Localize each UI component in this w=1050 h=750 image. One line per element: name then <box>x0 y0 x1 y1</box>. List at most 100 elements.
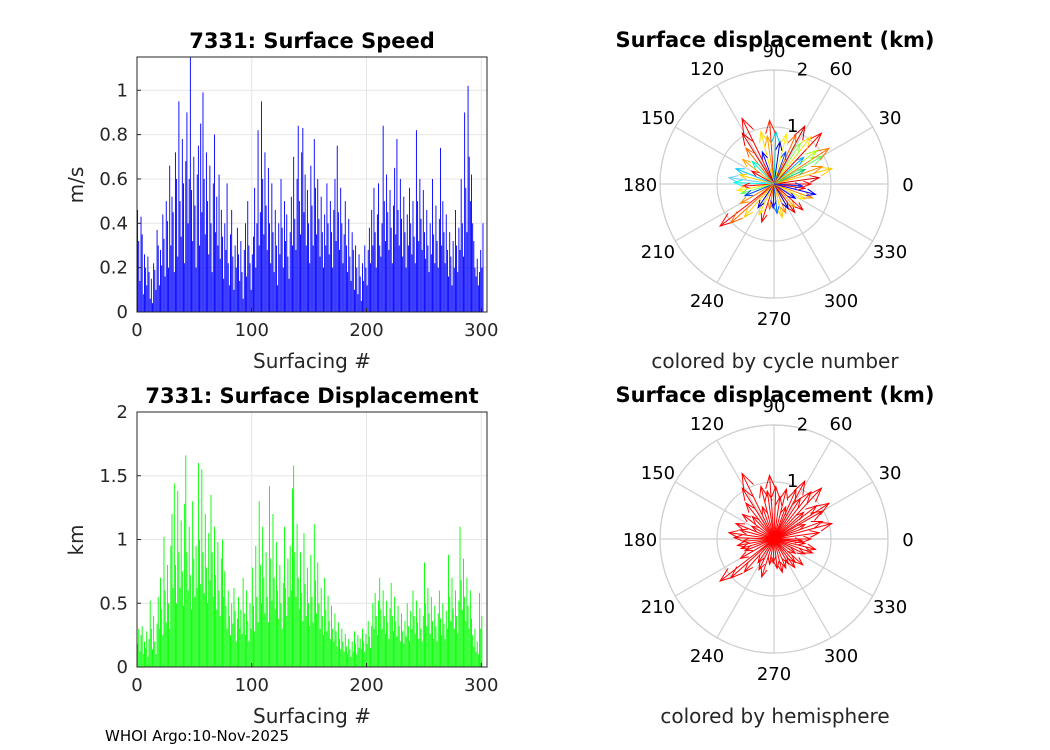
bar <box>399 178 401 312</box>
x-tick-label: 100 <box>235 675 269 696</box>
bar <box>357 294 359 312</box>
polar-spoke <box>716 538 775 639</box>
angle-label: 330 <box>873 597 907 618</box>
displacement-arrow-shaft <box>741 487 775 540</box>
displacement-arrow-shaft <box>742 514 775 540</box>
displacement-arrow-shaft <box>773 486 777 540</box>
bar <box>306 190 308 312</box>
bar <box>410 610 412 667</box>
polar-cycle-title: Surface displacement (km) <box>615 28 934 52</box>
bar <box>331 605 332 667</box>
bar <box>341 223 343 312</box>
bar <box>313 524 315 667</box>
displacement-arrow-head <box>777 209 784 219</box>
bar <box>139 651 141 667</box>
bar <box>177 256 179 312</box>
displacement-arrow-head <box>787 546 797 555</box>
bar <box>461 223 463 312</box>
displacement-arrow-head <box>807 487 823 503</box>
displacement-arrow-head <box>741 487 753 502</box>
angle-label: 240 <box>690 646 724 667</box>
bar <box>155 654 157 667</box>
bar <box>333 210 335 312</box>
displacement-arrow-shaft <box>730 183 775 224</box>
bar <box>249 263 251 312</box>
bar <box>410 223 412 312</box>
bar <box>197 145 199 312</box>
polar-hemisphere-caption: colored by hemisphere <box>660 704 889 728</box>
bar <box>351 641 353 667</box>
bar <box>195 545 197 667</box>
bar <box>427 587 429 667</box>
x-tick-label: 100 <box>235 320 269 341</box>
angle-label: 330 <box>873 242 907 263</box>
bar <box>208 254 210 312</box>
bar <box>383 616 385 667</box>
displacement-arrow-shaft <box>758 538 775 570</box>
displacement-arrow-shaft <box>761 151 775 185</box>
bar <box>256 223 258 312</box>
displacement-arrow-head <box>775 140 783 151</box>
bar <box>436 241 438 312</box>
polar-spoke <box>716 84 775 185</box>
bar <box>343 234 345 312</box>
bar <box>442 603 444 667</box>
bar <box>287 558 289 667</box>
bar <box>309 626 311 667</box>
bar <box>415 600 417 667</box>
bar <box>424 232 425 312</box>
bar <box>434 605 436 667</box>
bar <box>246 276 248 312</box>
displacement-arrow-head <box>787 133 797 147</box>
bar <box>441 245 443 312</box>
bar <box>355 245 357 312</box>
bar <box>349 256 351 312</box>
bar <box>240 241 242 312</box>
bar <box>154 269 156 312</box>
bar <box>208 533 210 667</box>
bar <box>185 455 187 667</box>
bar <box>417 201 419 312</box>
bar <box>304 174 306 312</box>
displacement-arrow-shaft <box>773 505 817 540</box>
bar <box>406 603 408 667</box>
bar <box>205 567 207 667</box>
bar <box>381 628 383 667</box>
x-tick-label: 300 <box>464 675 498 696</box>
bar <box>435 626 437 667</box>
displacement-arrow-shaft <box>740 538 775 549</box>
displacement-arrow-head <box>799 490 812 505</box>
bar <box>238 254 240 312</box>
bar <box>430 596 432 667</box>
bar <box>474 628 476 667</box>
displacement-arrow-head <box>795 511 805 521</box>
bar <box>165 622 167 667</box>
bar <box>279 565 281 667</box>
bar <box>257 130 259 312</box>
bar <box>337 212 339 312</box>
bar <box>269 485 270 667</box>
displacement-arrow-head <box>765 473 776 489</box>
bar <box>368 227 370 312</box>
bar <box>360 649 362 667</box>
displacement-arrow-shaft <box>744 183 775 197</box>
bar <box>420 218 422 312</box>
bar <box>217 542 219 667</box>
displacement-arrow-shaft <box>737 538 775 546</box>
displacement-arrow-shaft <box>742 159 775 185</box>
bar <box>370 263 371 312</box>
bar <box>236 618 238 667</box>
bar <box>335 631 337 667</box>
bar <box>473 646 475 667</box>
radius-label: 2 <box>797 415 808 436</box>
bar <box>396 139 398 312</box>
bar <box>249 603 251 667</box>
bar <box>343 651 345 667</box>
bar <box>228 285 230 312</box>
bar <box>153 263 155 312</box>
bar <box>414 633 416 667</box>
y-tick-label: 1.5 <box>99 466 128 487</box>
bar <box>300 552 301 667</box>
displacement-arrow-shaft <box>740 183 775 204</box>
displacement-arrow-head <box>741 158 752 168</box>
